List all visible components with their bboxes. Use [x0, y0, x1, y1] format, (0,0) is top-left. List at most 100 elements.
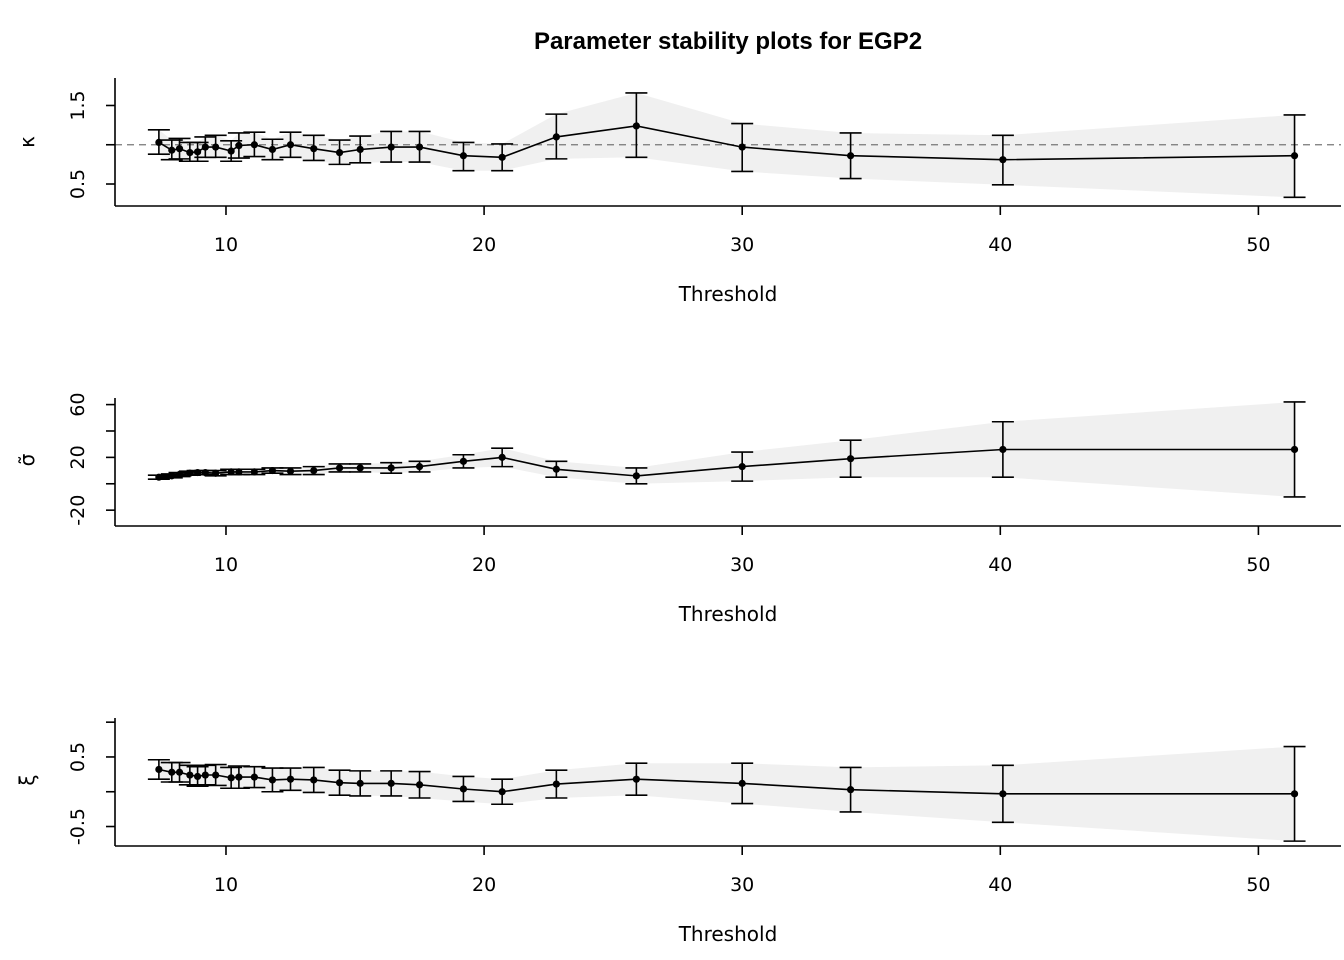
data-point — [387, 779, 395, 787]
x-axis: 10 20 30 40 50 Threshold — [115, 205, 1341, 306]
data-point — [235, 773, 243, 781]
data-point — [738, 463, 746, 471]
data-point — [459, 785, 468, 793]
y-tick-label: 20 — [67, 445, 89, 469]
data-point — [459, 152, 468, 160]
figure-title: Parameter stability plots for EGP2 — [534, 28, 922, 55]
data-point — [335, 464, 344, 472]
data-point — [552, 780, 560, 788]
data-point — [415, 143, 424, 151]
y-tick-label: -20 — [67, 495, 89, 526]
data-point — [335, 779, 344, 787]
data-point — [212, 469, 220, 477]
y-tick-label: 60 — [67, 393, 89, 417]
data-point — [356, 145, 364, 154]
data-point — [552, 465, 560, 473]
x-tick-label: 20 — [472, 874, 496, 896]
confidence-band — [158, 402, 1295, 497]
data-point — [201, 771, 209, 779]
data-point — [387, 143, 395, 151]
data-point — [847, 152, 855, 160]
data-point — [286, 467, 295, 475]
data-point — [459, 457, 468, 465]
y-axis: -20 20 60 σ̃ — [15, 393, 116, 526]
data-point — [847, 786, 855, 794]
data-point — [415, 463, 424, 471]
panel-kappa: 10 20 30 40 50 Threshold 0.5 1.5 κ — [15, 78, 1341, 306]
data-point — [250, 773, 258, 781]
data-point — [250, 141, 258, 149]
data-point — [415, 781, 424, 789]
data-point — [227, 468, 235, 476]
data-point — [498, 788, 506, 796]
data-point — [175, 768, 184, 776]
x-tick-label: 50 — [1246, 554, 1270, 576]
y-axis-title: ξ — [15, 774, 39, 785]
x-tick-label: 50 — [1246, 234, 1270, 256]
y-tick-label: 0.5 — [67, 742, 89, 772]
x-tick-label: 40 — [988, 554, 1012, 576]
y-tick-label: 0.5 — [67, 169, 89, 199]
data-point — [632, 122, 640, 130]
x-tick-label: 20 — [472, 234, 496, 256]
data-point — [168, 146, 176, 154]
x-tick-label: 10 — [214, 874, 238, 896]
y-axis: 0.5 1.5 κ — [15, 78, 116, 206]
data-point — [227, 774, 235, 782]
data-point — [498, 453, 506, 461]
x-tick-label: 40 — [988, 234, 1012, 256]
data-point — [186, 771, 194, 779]
data-point — [498, 153, 506, 161]
x-tick-label: 20 — [472, 554, 496, 576]
x-axis: 10 20 30 40 50 Threshold — [115, 845, 1341, 946]
data-point — [552, 133, 560, 141]
x-tick-label: 50 — [1246, 874, 1270, 896]
data-point — [250, 468, 258, 476]
data-point — [1290, 445, 1299, 454]
confidence-band — [158, 92, 1295, 198]
data-point — [201, 143, 209, 151]
data-point — [193, 772, 202, 781]
data-point — [155, 765, 163, 774]
y-axis-title: κ — [15, 136, 39, 148]
y-axis-title: σ̃ — [15, 453, 39, 466]
data-point — [1290, 790, 1299, 798]
y-tick-label: -0.5 — [67, 808, 89, 845]
data-point — [155, 473, 163, 481]
data-point — [1290, 152, 1299, 160]
x-tick-label: 10 — [214, 234, 238, 256]
data-point — [738, 779, 746, 787]
data-point — [268, 145, 277, 154]
y-axis: -0.5 0.5 ξ — [15, 718, 116, 846]
x-axis-title: Threshold — [678, 602, 778, 626]
x-tick-label: 30 — [730, 554, 754, 576]
data-point — [155, 138, 163, 146]
panel-xi: 10 20 30 40 50 Threshold -0.5 0.5 ξ — [15, 718, 1341, 946]
data-point — [310, 145, 318, 153]
data-point — [632, 775, 640, 783]
data-point — [286, 141, 295, 149]
data-point — [286, 775, 295, 783]
data-point — [235, 468, 243, 476]
x-axis-title: Threshold — [678, 282, 778, 306]
data-point — [632, 472, 640, 480]
panels-container: 10 20 30 40 50 Threshold 0.5 1.5 κ 10 20 30 40 50 Thre… — [15, 78, 1341, 946]
x-tick-label: 10 — [214, 554, 238, 576]
data-point — [268, 466, 277, 475]
panel-sigma: 10 20 30 40 50 Threshold -20 20 60 σ̃ — [15, 393, 1341, 626]
data-point — [387, 464, 395, 472]
x-tick-label: 30 — [730, 234, 754, 256]
x-tick-label: 30 — [730, 874, 754, 896]
data-point — [999, 790, 1007, 798]
y-tick-label: 1.5 — [67, 90, 89, 120]
data-point — [999, 156, 1007, 164]
data-point — [235, 141, 243, 150]
data-point — [227, 147, 235, 155]
data-point — [310, 466, 318, 475]
data-point — [738, 143, 746, 151]
x-axis-title: Threshold — [678, 922, 778, 946]
confidence-band — [158, 746, 1295, 842]
data-point — [356, 779, 364, 787]
data-point — [168, 768, 176, 776]
